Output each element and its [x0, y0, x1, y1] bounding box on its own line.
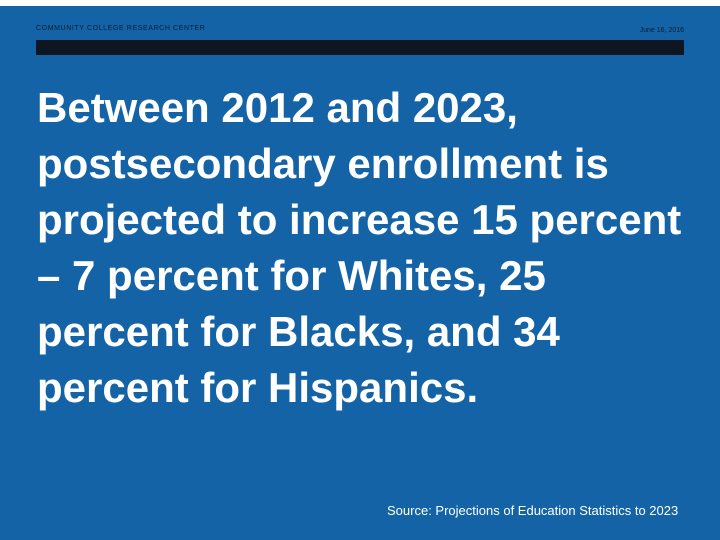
slide-date: June 16, 2016	[639, 27, 684, 34]
header-bar	[36, 40, 684, 55]
organization-name: COMMUNITY COLLEGE RESEARCH CENTER	[36, 25, 206, 32]
slide-headline: Between 2012 and 2023, postsecondary enr…	[37, 84, 682, 411]
source-citation: Source: Projections of Education Statist…	[387, 503, 679, 518]
top-edge-strip	[0, 0, 720, 6]
